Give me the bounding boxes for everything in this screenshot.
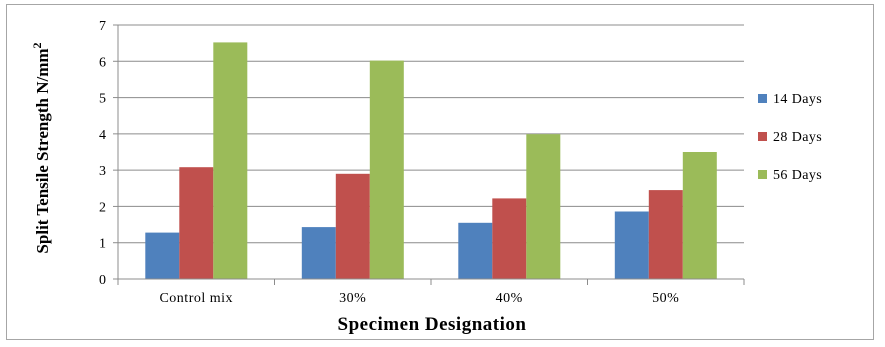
bar xyxy=(682,152,717,279)
bar xyxy=(213,42,248,280)
legend-swatch xyxy=(758,94,767,103)
x-axis-ticks: Control mix 30% 40% 50% xyxy=(159,291,679,306)
x-tick-label: 30% xyxy=(339,291,366,306)
bar xyxy=(648,190,683,279)
y-axis-ticks: 0 1 2 3 4 5 6 7 xyxy=(99,19,119,288)
legend-swatch xyxy=(758,132,767,141)
bar xyxy=(614,211,649,279)
y-tick-label: 0 xyxy=(99,273,106,288)
bar xyxy=(526,134,561,279)
y-tick-label: 2 xyxy=(99,200,106,215)
bar xyxy=(179,167,214,279)
y-tick-label: 7 xyxy=(99,19,106,34)
x-tick-label: 50% xyxy=(652,291,679,306)
bar xyxy=(369,60,404,279)
legend: 14 Days 28 Days 56 Days xyxy=(758,92,822,183)
x-tick-label: Control mix xyxy=(159,291,233,306)
bar xyxy=(335,173,370,279)
bar xyxy=(492,198,527,279)
y-tick-label: 4 xyxy=(99,128,106,143)
x-tick-label: 40% xyxy=(496,291,523,306)
legend-label: 14 Days xyxy=(773,92,822,107)
bar xyxy=(301,227,336,279)
legend-label: 28 Days xyxy=(773,130,822,145)
y-axis-label: Split Tensile Strength N/mm2 xyxy=(30,42,52,253)
x-axis-label: Specimen Designation xyxy=(338,314,527,335)
legend-swatch xyxy=(758,170,767,179)
chart-area xyxy=(6,4,874,340)
x-axis xyxy=(117,278,745,285)
y-tick-label: 5 xyxy=(99,92,106,107)
y-tick-label: 3 xyxy=(99,164,106,179)
bar xyxy=(458,222,493,279)
y-tick-label: 6 xyxy=(99,55,106,70)
y-tick-label: 1 xyxy=(99,237,106,252)
bar xyxy=(145,232,180,279)
bars xyxy=(145,42,717,280)
legend-label: 56 Days xyxy=(773,168,822,183)
